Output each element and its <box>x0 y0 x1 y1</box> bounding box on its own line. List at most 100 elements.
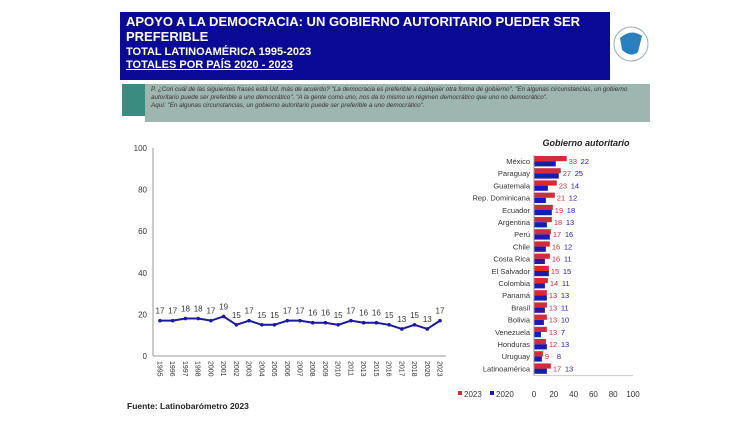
x-tick-label: 2016 <box>385 361 392 377</box>
x-tick-label: 2001 <box>219 361 226 377</box>
x-tick-label: 2015 <box>372 361 379 377</box>
subtitle-total: TOTAL LATINOAMÉRICA 1995-2023 <box>126 46 312 58</box>
category-label: México <box>506 157 530 166</box>
category-label: Chile <box>513 242 530 251</box>
subtitle-countries: TOTALES POR PAÍS 2020 - 2023 <box>126 59 293 71</box>
bar-2023 <box>534 314 547 320</box>
bar-2023 <box>534 265 549 271</box>
bar-label-2020: 11 <box>564 255 572 264</box>
data-point <box>234 323 239 327</box>
slide-title: APOYO A LA DEMOCRACIA: UN GOBIERNO AUTOR… <box>126 14 581 44</box>
category-label: Venezuela <box>495 328 531 337</box>
x-tick-label: 2010 <box>334 361 341 377</box>
data-label: 17 <box>206 307 215 316</box>
source-note: Fuente: Latinobarómetro 2023 <box>127 401 249 411</box>
bar-x-tick-label: 0 <box>532 390 537 399</box>
bar-label-2023: 16 <box>552 242 560 251</box>
x-tick-label: 1998 <box>194 361 201 377</box>
bar-2023 <box>534 168 561 174</box>
legend-swatch-2023 <box>458 391 462 395</box>
bar-label-2023: 33 <box>569 157 577 166</box>
bar-label-2020: 8 <box>557 352 561 361</box>
bar-x-tick-label: 60 <box>589 390 598 399</box>
bar-2020 <box>534 319 544 325</box>
bar-label-2020: 15 <box>563 267 571 276</box>
bar-label-2020: 7 <box>561 328 565 337</box>
category-label: Panamá <box>502 291 531 300</box>
bar-label-2023: 17 <box>553 364 561 373</box>
bar-label-2023: 21 <box>557 194 565 203</box>
bar-label-2020: 13 <box>565 364 573 373</box>
bar-2020 <box>534 173 559 179</box>
bar-label-2023: 27 <box>563 169 571 178</box>
bar-2020 <box>534 161 556 167</box>
data-label: 15 <box>257 311 266 320</box>
data-point <box>170 318 175 323</box>
category-label: Uruguay <box>502 352 531 361</box>
x-tick-label: 2007 <box>296 361 303 377</box>
data-point <box>247 318 251 323</box>
data-point <box>310 320 315 325</box>
x-tick-label: 2020 <box>423 361 430 377</box>
data-point <box>438 318 442 323</box>
bar-label-2020: 13 <box>561 291 569 300</box>
data-label: 16 <box>372 309 381 318</box>
data-point <box>183 316 188 321</box>
bar-2023 <box>534 241 550 247</box>
bar-label-2020: 14 <box>571 181 579 190</box>
y-tick-label: 20 <box>138 310 147 319</box>
category-label: Argentina <box>498 218 531 227</box>
x-tick-label: 2005 <box>270 361 277 377</box>
bar-label-2020: 12 <box>564 242 572 251</box>
data-label: 13 <box>397 315 406 324</box>
data-point <box>412 323 417 327</box>
legend-swatch-2020 <box>490 391 494 395</box>
data-point <box>336 323 340 327</box>
y-tick-label: 80 <box>138 186 147 195</box>
bar-label-2023: 23 <box>559 181 567 190</box>
bar-2020 <box>534 295 547 301</box>
x-tick-label: 2002 <box>232 361 239 377</box>
y-tick-label: 40 <box>138 269 147 278</box>
data-label: 17 <box>168 307 177 316</box>
category-label: Ecuador <box>502 206 530 215</box>
data-label: 17 <box>436 307 445 316</box>
bar-label-2023: 18 <box>554 218 562 227</box>
x-tick-label: 2011 <box>346 361 353 376</box>
data-label: 17 <box>245 307 254 316</box>
data-point <box>298 318 302 323</box>
question-box: P. ¿Con cuál de las siguientes frases es… <box>145 84 650 122</box>
bar-2020 <box>534 210 552 216</box>
data-label: 17 <box>283 307 292 316</box>
bar-label-2020: 10 <box>561 316 569 325</box>
data-point <box>158 318 162 323</box>
question-here: Aquí: "En algunas circunstancias, un gob… <box>151 102 425 109</box>
bar-label-2020: 13 <box>561 340 569 349</box>
data-point <box>323 320 328 325</box>
data-label: 16 <box>321 309 330 318</box>
bar-2023 <box>534 204 553 210</box>
bar-2020 <box>534 222 547 228</box>
data-point <box>285 318 290 323</box>
data-label: 18 <box>181 305 190 314</box>
bar-2020 <box>534 271 549 277</box>
y-tick-label: 100 <box>134 144 148 153</box>
data-label: 17 <box>346 307 355 316</box>
bar-label-2020: 11 <box>562 279 570 288</box>
bar-label-2020: 16 <box>565 230 573 239</box>
bar-label-2020: 22 <box>581 157 589 166</box>
category-label: El Salvador <box>492 267 531 276</box>
data-label: 15 <box>410 311 419 320</box>
x-tick-label: 2018 <box>410 361 417 377</box>
data-point <box>209 318 213 323</box>
x-tick-label: 2006 <box>283 361 290 377</box>
bar-2020 <box>534 368 547 374</box>
data-point <box>425 327 430 331</box>
x-tick-label: 1996 <box>168 361 175 377</box>
bar-label-2020: 18 <box>567 206 575 215</box>
x-tick-label: 2013 <box>359 361 366 377</box>
bar-label-2020: 25 <box>575 169 583 178</box>
bar-x-tick-label: 80 <box>609 390 618 399</box>
bar-2023 <box>534 290 547 296</box>
bar-label-2023: 13 <box>549 316 557 325</box>
